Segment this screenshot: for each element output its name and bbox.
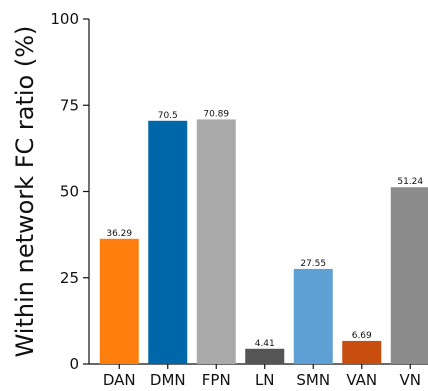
x-tick-label: VN	[400, 371, 421, 389]
x-tick-label: SMN	[296, 371, 330, 389]
y-tick-label: 25	[60, 269, 79, 287]
bar-vn	[390, 187, 428, 364]
bar-fpn	[196, 119, 236, 364]
value-label: 70.5	[158, 111, 178, 121]
x-tick-label: DAN	[103, 371, 136, 389]
bar-ln	[245, 348, 285, 364]
bars	[99, 119, 428, 365]
x-tick-label: FPN	[202, 371, 231, 389]
value-label: 36.29	[106, 229, 132, 239]
y-tick-label: 0	[69, 355, 79, 373]
y-axis-label: Within network FC ratio (%)	[11, 26, 39, 358]
x-tick-label: DMN	[150, 371, 186, 389]
value-label: 27.55	[300, 259, 326, 269]
x-axis: DAN DMN FPN LN SMN VAN VN	[89, 363, 428, 389]
value-label: 4.41	[255, 339, 275, 349]
value-label: 51.24	[397, 177, 423, 187]
y-axis: 0 25 50 75 100	[50, 10, 90, 373]
value-label: 6.69	[352, 331, 372, 341]
bar-dan	[99, 238, 139, 364]
y-tick-label: 75	[60, 96, 79, 114]
bar-smn	[293, 268, 333, 364]
bar-dmn	[148, 120, 188, 365]
value-label: 70.89	[203, 109, 229, 119]
y-tick-label: 100	[50, 10, 79, 28]
bar-van	[342, 340, 382, 364]
x-tick-label: LN	[255, 371, 275, 389]
value-labels: 36.29 70.5 70.89 4.41 27.55 6.69 51.24	[106, 109, 423, 348]
x-tick-label: VAN	[346, 371, 377, 389]
y-tick-label: 50	[60, 183, 79, 201]
